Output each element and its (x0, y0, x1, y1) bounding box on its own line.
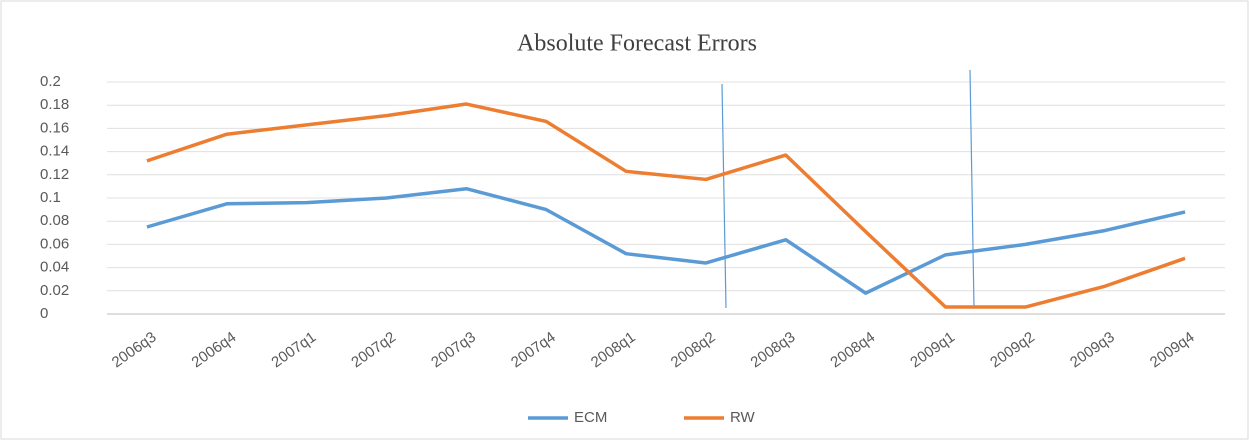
y-tick-label: 0.16 (40, 119, 69, 136)
grid (107, 81, 1225, 315)
y-tick-label: 0.14 (40, 143, 69, 160)
series-line (146, 102, 1186, 309)
series-line (146, 186, 1186, 295)
y-tick-label: 0.1 (40, 189, 61, 206)
y-tick-label: 0.12 (40, 166, 69, 183)
y-tick-label: 0.02 (40, 282, 69, 299)
chart-title: Absolute Forecast Errors (517, 31, 757, 57)
y-tick-label: 0.06 (40, 235, 69, 252)
y-tick-label: 0.2 (40, 73, 61, 90)
y-tick-label: 0.08 (40, 212, 69, 229)
legend-label: RW (730, 409, 756, 426)
y-tick-label: 0.04 (40, 259, 69, 276)
y-tick-label: 0.18 (40, 96, 69, 113)
y-tick-label: 0 (40, 305, 48, 322)
annotation-line (969, 69, 975, 309)
annotation-line (721, 83, 727, 309)
legend-label: ECM (574, 409, 607, 426)
